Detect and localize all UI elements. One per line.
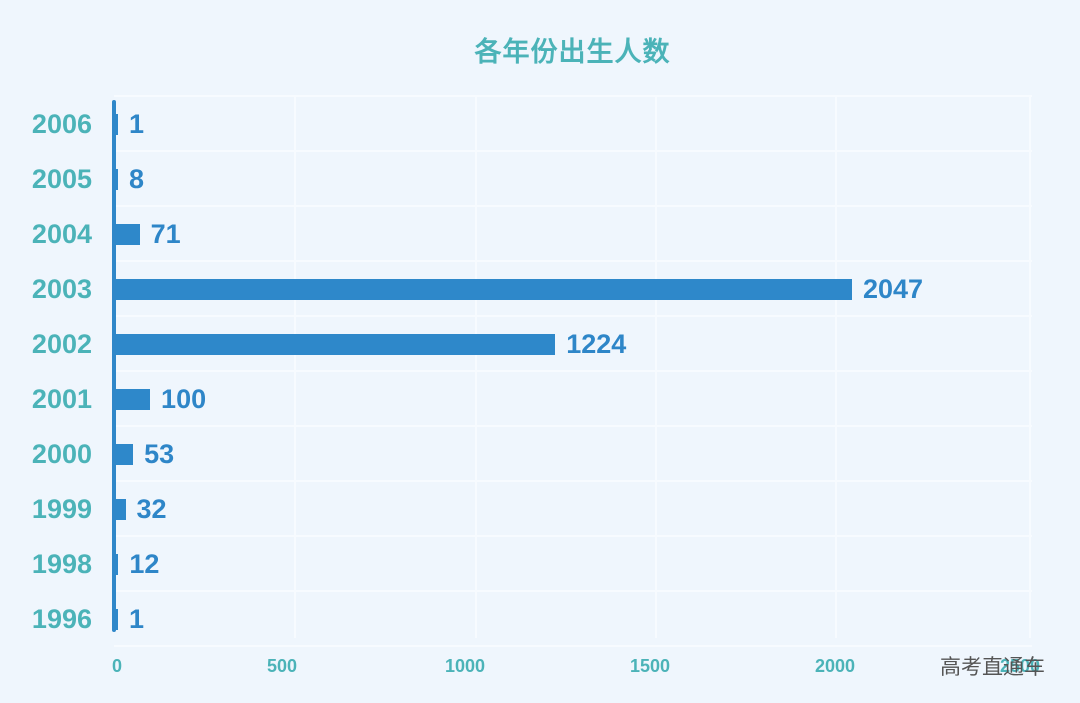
bar: [114, 223, 140, 245]
bar: [114, 498, 126, 520]
x-axis-tick-label: 1500: [629, 656, 671, 676]
gridline-horizontal: [114, 150, 1032, 152]
gridline-vertical: [1029, 96, 1032, 638]
value-label: 1: [129, 603, 145, 634]
y-axis-label: 1999: [31, 493, 92, 524]
gridline-horizontal: [114, 645, 1032, 647]
gridline-vertical: [835, 96, 837, 638]
value-label: 32: [136, 493, 167, 524]
x-axis-tick-label: 1000: [444, 656, 486, 676]
bar: [114, 553, 119, 575]
x-axis-tick-label: 2500: [999, 656, 1041, 676]
x-axis-tick-label: 0: [111, 656, 123, 676]
bar: [114, 443, 134, 465]
y-axis-label: 2006: [31, 108, 92, 139]
gridline-vertical: [654, 96, 657, 638]
bar: [114, 388, 151, 410]
y-axis-label: 1996: [31, 603, 92, 634]
y-axis-label: 2005: [31, 163, 92, 194]
x-axis-tick-label: 2000: [814, 656, 856, 676]
gridline-horizontal: [114, 370, 1032, 372]
gridline-vertical: [474, 96, 477, 638]
gridline-vertical: [294, 96, 297, 638]
chart-title: 各年份出生人数: [474, 37, 671, 68]
gridline-horizontal: [114, 315, 1032, 317]
gridline-horizontal: [114, 95, 1032, 97]
value-label: 1224: [566, 328, 627, 359]
value-label: 71: [150, 218, 181, 249]
bar: [114, 278, 852, 300]
bar: [114, 333, 556, 355]
gridline-horizontal: [114, 205, 1032, 207]
y-axis-label: 2002: [31, 328, 92, 359]
y-axis-label: 2000: [31, 438, 92, 469]
value-label: 12: [129, 548, 160, 579]
gridline-horizontal: [114, 425, 1032, 427]
value-label: 2047: [862, 273, 924, 304]
y-axis-label: 1998: [31, 548, 92, 579]
value-label: 53: [144, 438, 175, 469]
x-axis-tick-label: 500: [266, 656, 298, 676]
gridline-horizontal: [114, 260, 1032, 262]
gridline-horizontal: [114, 590, 1032, 592]
value-label: 1: [129, 108, 145, 139]
y-axis-line: [112, 100, 116, 632]
y-axis-label: 2004: [31, 218, 92, 249]
value-label: 100: [161, 383, 207, 414]
value-label: 8: [129, 163, 145, 194]
y-axis-label: 2003: [31, 273, 92, 304]
gridline-horizontal: [114, 480, 1032, 482]
bar: [114, 608, 118, 630]
y-axis-label: 2001: [31, 383, 92, 414]
bar: [114, 113, 118, 135]
gridline-horizontal: [114, 535, 1032, 537]
watermark: 高考直通车: [940, 655, 1045, 679]
bar: [114, 168, 118, 190]
